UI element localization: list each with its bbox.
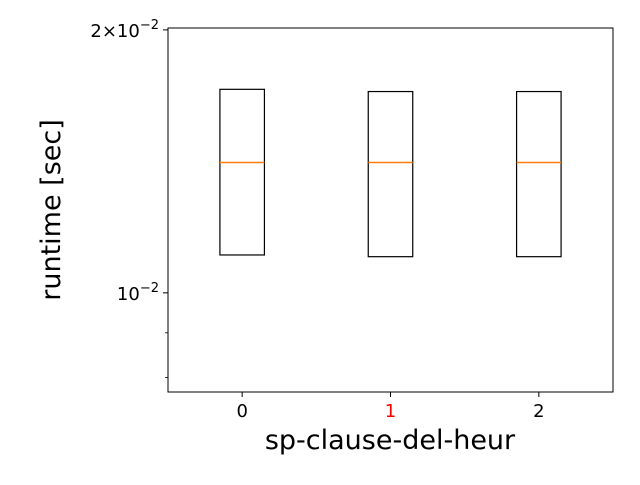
box-0 [219,88,266,256]
box-2 [515,90,562,258]
y-tick-label-0: 2×10−2 [90,18,159,42]
y-axis-label: runtime [sec] [36,119,67,301]
plot-area-frame [167,27,614,393]
x-tick-label-2: 2 [533,401,544,422]
y-axis-ticks: 2×10−2 10−2 [90,18,168,378]
box-1 [367,90,414,258]
x-axis-label: sp-clause-del-heur [265,425,516,456]
x-tick-label-0: 0 [236,401,247,422]
x-tick-label-1: 1 [385,401,396,422]
x-axis-ticks: 0 1 2 [236,392,545,422]
y-tick-label-1: 10−2 [117,281,159,305]
boxes-layer [219,88,562,258]
